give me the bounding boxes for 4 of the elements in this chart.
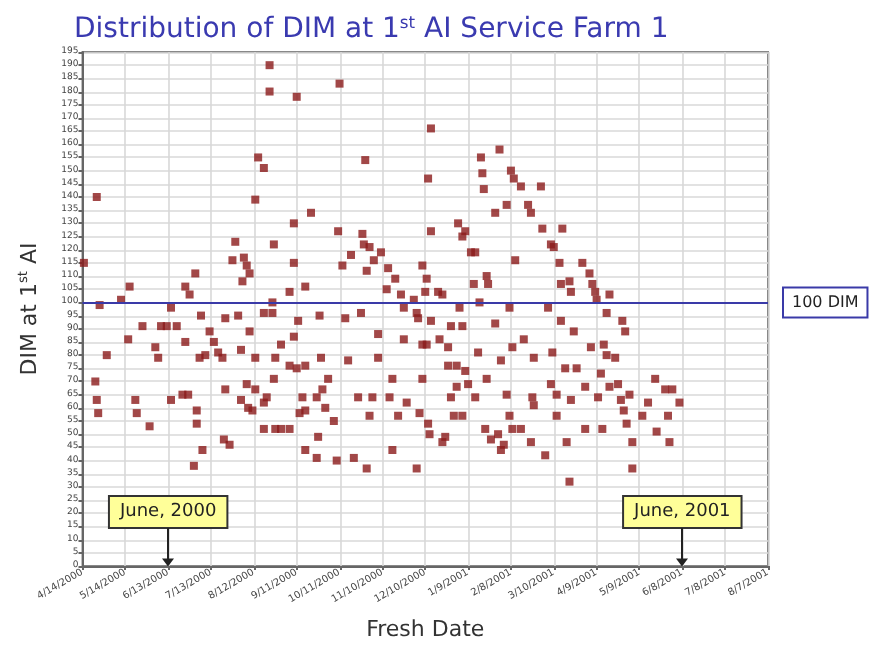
x-axis-title: Fresh Date <box>366 616 485 642</box>
ref-line-label: 100 DIM <box>792 293 859 312</box>
annotation: June, 2001 <box>632 502 731 523</box>
annotation: June, 2000 <box>117 502 217 523</box>
